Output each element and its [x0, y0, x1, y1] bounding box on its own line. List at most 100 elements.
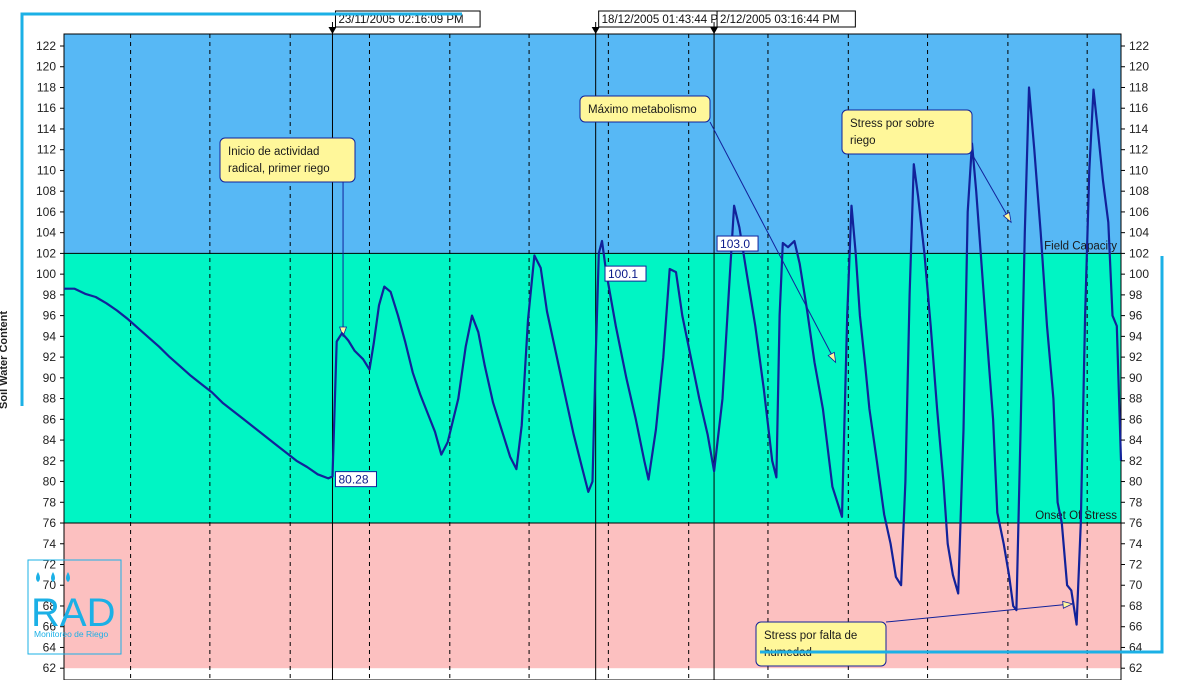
value-label: 100.1 — [608, 267, 638, 281]
y-tick-label-right: 122 — [1129, 39, 1149, 53]
rad-logo: RAD Monitoreo de Riego — [27, 559, 122, 655]
y-tick-label-right: 114 — [1129, 122, 1148, 136]
annotation-arrow-line — [971, 153, 1012, 223]
value-label-box — [334, 471, 377, 488]
y-tick-label-right: 70 — [1129, 578, 1143, 592]
marker-arrow-icon — [328, 27, 337, 34]
y-tick-label-left: 92 — [43, 350, 57, 364]
y-tick-label-left: 98 — [43, 288, 57, 302]
y-tick-label-right: 82 — [1129, 454, 1143, 468]
y-tick-label-left: 72 — [43, 558, 57, 572]
y-tick-label-left: 114 — [37, 122, 56, 136]
annotation-callout-box — [219, 137, 356, 183]
y-tick-label-right: 94 — [1129, 329, 1143, 343]
annotation-arrowhead-icon — [1002, 211, 1012, 224]
frame-bracket-top-left — [20, 12, 462, 406]
band-labels: Field Capacity Onset Of Stress — [1035, 240, 1117, 522]
y-tick-label-right: 116 — [1129, 101, 1148, 115]
y-tick-label-right: 68 — [1129, 599, 1143, 613]
value-labels: 80.28 100.1 103.0 — [334, 235, 759, 488]
y-tick-label-left: 120 — [36, 60, 56, 74]
value-label-box — [604, 265, 647, 282]
annotation-callout-text: Stress por falta de — [764, 630, 857, 642]
y-tick-label-right: 66 — [1129, 620, 1143, 634]
annotation-callout-box — [579, 95, 711, 123]
y-tick-label-left: 64 — [43, 640, 57, 654]
y-tick-label-left: 88 — [43, 392, 57, 406]
y-tick-label-right: 106 — [1129, 205, 1149, 219]
y-tick-label-left: 66 — [43, 620, 57, 634]
y-tick-label-left: 110 — [37, 163, 56, 177]
annotation-callouts: Inicio de actividad radical, primer riego… — [219, 95, 973, 667]
y-axis-title: Soil Water Content — [0, 311, 10, 409]
marker-arrow-icon — [710, 27, 719, 34]
annotation-arrowhead-icon — [1062, 600, 1074, 609]
marker-label: 23/11/2005 02:16:09 PM — [338, 14, 463, 26]
y-tick-label-right: 78 — [1129, 495, 1143, 509]
y-tick-label-left: 112 — [37, 143, 56, 157]
y-tick-label-left: 90 — [43, 371, 57, 385]
y-tick-label-left: 62 — [43, 661, 57, 675]
value-label: 103.0 — [720, 237, 750, 251]
y-tick-label-right: 102 — [1129, 246, 1149, 260]
y-tick-label-right: 90 — [1129, 371, 1143, 385]
annotation-callout-box — [841, 109, 973, 155]
annotation-callout-box — [755, 621, 887, 667]
marker-label: 2/12/2005 03:16:44 PM — [720, 14, 840, 26]
date-markers: 23/11/2005 02:16:09 PM 18/12/2005 01:43:4… — [328, 10, 856, 680]
y-tick-label-right: 88 — [1129, 392, 1143, 406]
y-tick-label-left: 80 — [43, 475, 57, 489]
y-tick-label-right: 86 — [1129, 412, 1143, 426]
y-tick-label-right: 92 — [1129, 350, 1143, 364]
annotation-arrows — [339, 121, 1074, 623]
y-tick-label-left: 76 — [43, 516, 57, 530]
value-label: 80.28 — [338, 473, 368, 487]
marker-arrow-icon — [591, 27, 600, 34]
y-tick-label-right: 98 — [1129, 288, 1143, 302]
y-tick-label-left: 84 — [43, 433, 57, 447]
logo-subtitle: Monitoreo de Riego — [34, 629, 108, 639]
value-label-box — [716, 235, 759, 252]
y-tick-label-right: 74 — [1129, 537, 1143, 551]
annotation-callout-text: riego — [850, 135, 876, 147]
y-tick-label-left: 68 — [43, 599, 57, 613]
y-tick-label-right: 84 — [1129, 433, 1143, 447]
annotation-arrowhead-icon — [827, 351, 837, 364]
annotation-callout-text: Stress por sobre — [850, 118, 934, 130]
water-drop-icon — [51, 572, 55, 582]
annotation-callout-text: Inicio de actividad — [228, 146, 319, 158]
y-tick-label-left: 82 — [43, 454, 57, 468]
y-tick-label-right: 104 — [1129, 226, 1149, 240]
y-tick-label-right: 96 — [1129, 309, 1143, 323]
y-tick-label-right: 72 — [1129, 558, 1143, 572]
water-drop-icon — [36, 572, 40, 582]
y-tick-label-left: 104 — [36, 226, 56, 240]
water-drop-icon — [66, 572, 70, 582]
y-tick-label-left: 116 — [37, 101, 56, 115]
y-tick-label-left: 108 — [36, 184, 56, 198]
series-lines — [64, 86, 1123, 626]
frame-bracket-bottom-right — [760, 256, 1164, 654]
y-tick-label-right: 112 — [1129, 143, 1148, 157]
y-tick-label-left: 100 — [36, 267, 56, 281]
y-tick-label-right: 76 — [1129, 516, 1143, 530]
y-tick-label-left: 118 — [37, 80, 56, 94]
y-tick-label-right: 108 — [1129, 184, 1149, 198]
y-tick-label-left: 74 — [43, 537, 57, 551]
marker-label: 18/12/2005 01:43:44 PM — [602, 14, 728, 26]
y-tick-label-right: 120 — [1129, 60, 1149, 74]
y-tick-label-right: 100 — [1129, 267, 1149, 281]
marker-label-box — [716, 10, 856, 28]
vertical-gridlines — [130, 34, 1088, 680]
y-tick-label-right: 80 — [1129, 475, 1143, 489]
annotation-callout-text: radical, primer riego — [228, 163, 330, 175]
y-tick-label-left: 78 — [43, 495, 57, 509]
y-tick-label-right: 110 — [1129, 163, 1148, 177]
band-rect — [64, 523, 1121, 669]
soil-water-series-line — [64, 86, 1123, 626]
y-tick-label-left: 102 — [36, 246, 56, 260]
y-tick-label-left: 86 — [43, 412, 57, 426]
y-tick-label-right: 118 — [1129, 80, 1148, 94]
